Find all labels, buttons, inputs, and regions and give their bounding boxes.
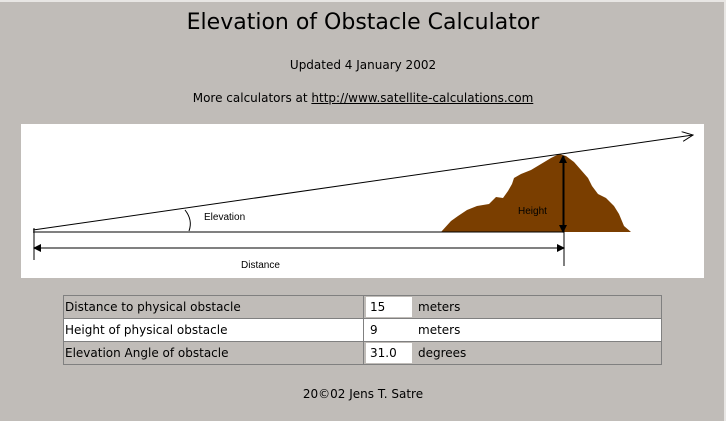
more-calculators-link[interactable]: http://www.satellite-calculations.com: [311, 91, 534, 105]
height-unit: meters: [418, 323, 461, 337]
height-field-cell: meters: [363, 318, 662, 342]
distance-unit: meters: [418, 300, 461, 314]
page-title: Elevation of Obstacle Calculator: [186, 10, 540, 35]
distance-label-cell: Distance to physical obstacle: [63, 295, 364, 319]
distance-label: Distance: [241, 260, 280, 271]
sight-line: [32, 135, 693, 231]
updated-date: Updated 4 January 2002: [289, 58, 437, 72]
obstacle-diagram: Elevation Height Distance: [21, 124, 704, 278]
height-row: Height of physical obstacle meters: [63, 318, 662, 342]
window-right-edge: [724, 0, 726, 421]
height-label: Height: [518, 206, 547, 217]
elevation-angle-row: Elevation Angle of obstacle degrees: [63, 341, 662, 365]
height-label-cell: Height of physical obstacle: [63, 318, 364, 342]
height-input[interactable]: [366, 320, 412, 340]
elevation-angle-unit: degrees: [418, 346, 467, 360]
more-calculators-prefix: More calculators at: [192, 91, 312, 105]
elevation-angle-input[interactable]: [366, 343, 412, 363]
window-top-edge: [0, 0, 726, 2]
calculator-form: Distance to physical obstacle meters Hei…: [63, 295, 662, 365]
distance-input[interactable]: [366, 297, 412, 317]
more-calculators-line: More calculators at http://www.satellite…: [0, 91, 726, 105]
elevation-label: Elevation: [204, 212, 245, 223]
elevation-arc: [184, 209, 191, 232]
distance-row: Distance to physical obstacle meters: [63, 295, 662, 319]
elevation-angle-field-cell: degrees: [363, 341, 662, 365]
elevation-angle-label-cell: Elevation Angle of obstacle: [63, 341, 364, 365]
obstacle-diagram-svg: Elevation Height Distance: [32, 124, 704, 271]
copyright-footer: 20©02 Jens T. Satre: [302, 387, 424, 401]
obstacle-shape: [441, 154, 631, 232]
distance-field-cell: meters: [363, 295, 662, 319]
